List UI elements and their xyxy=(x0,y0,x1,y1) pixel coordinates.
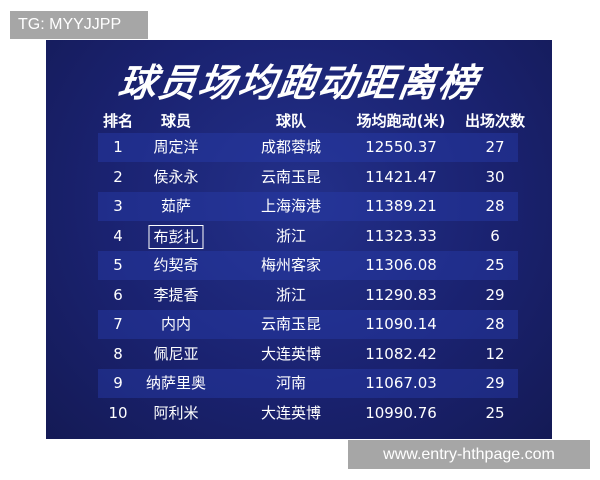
player-cell: 约契奇 xyxy=(153,256,199,274)
rank-cell: 6 xyxy=(113,285,123,304)
table-row: 1 周定洋 成都蓉城 12550.37 27 xyxy=(98,133,518,162)
player-cell: 内内 xyxy=(160,315,192,333)
rank-cell: 排名 xyxy=(102,112,134,130)
rank-cell: 2 xyxy=(113,167,123,186)
table-row: 5 约契奇 梅州客家 11306.08 25 xyxy=(98,251,518,280)
player-cell: 纳萨里奥 xyxy=(145,374,207,392)
table-row: 10 阿利米 大连英博 10990.76 25 xyxy=(98,399,518,428)
table-row: 6 李提香 浙江 11290.83 29 xyxy=(98,281,518,310)
player-cell: 阿利米 xyxy=(153,403,199,422)
rank-cell: 1 xyxy=(113,138,123,156)
appearances-cell: 29 xyxy=(485,285,505,304)
distance-cell: 11323.33 xyxy=(365,226,437,245)
team-cell: 成都蓉城 xyxy=(260,138,322,156)
player-cell: 佩尼亚 xyxy=(153,344,199,363)
rank-cell: 10 xyxy=(108,403,128,422)
highlighted-player-cell: 布彭扎 xyxy=(148,224,204,249)
player-cell: 茹萨 xyxy=(160,197,192,215)
player-cell: 球员 xyxy=(160,112,192,130)
table-row: 7 内内 云南玉昆 11090.14 28 xyxy=(98,310,518,339)
appearances-cell: 6 xyxy=(490,226,500,245)
appearances-cell: 28 xyxy=(485,197,505,215)
distance-cell: 12550.37 xyxy=(365,138,437,156)
appearances-cell: 30 xyxy=(485,167,505,186)
appearances-cell: 出场次数 xyxy=(464,112,526,130)
table-row: 3 茹萨 上海海港 11389.21 28 xyxy=(98,192,518,221)
appearances-cell: 28 xyxy=(485,315,505,333)
table-row: 2 侯永永 云南玉昆 11421.47 30 xyxy=(98,163,518,192)
team-cell: 大连英博 xyxy=(260,344,322,363)
player-cell: 李提香 xyxy=(153,285,199,304)
table-row: 9 纳萨里奥 河南 11067.03 29 xyxy=(98,369,518,398)
table-row: 8 佩尼亚 大连英博 11082.42 12 xyxy=(98,340,518,369)
team-cell: 上海海港 xyxy=(260,197,322,215)
team-cell: 河南 xyxy=(275,374,307,392)
distance-cell: 11306.08 xyxy=(365,256,437,274)
distance-cell: 11389.21 xyxy=(365,197,437,215)
table-row: 4 布彭扎 浙江 11323.33 6 xyxy=(98,222,518,251)
appearances-cell: 27 xyxy=(485,138,505,156)
distance-cell: 11067.03 xyxy=(365,374,437,392)
rank-cell: 8 xyxy=(113,344,123,363)
distance-cell: 11290.83 xyxy=(365,285,437,304)
rank-cell: 3 xyxy=(113,197,123,215)
appearances-cell: 12 xyxy=(485,344,505,363)
table-header: 排名 球员 球队 场均跑动(米) 出场次数 xyxy=(98,107,525,136)
team-cell: 云南玉昆 xyxy=(260,167,322,186)
rank-cell: 4 xyxy=(113,226,123,245)
team-cell: 球队 xyxy=(275,112,307,130)
team-cell: 浙江 xyxy=(275,226,307,245)
distance-cell: 11421.47 xyxy=(365,167,437,186)
distance-cell: 场均跑动(米) xyxy=(356,112,446,130)
page-title: 球员场均跑动距离榜 xyxy=(115,61,482,105)
team-cell: 浙江 xyxy=(275,285,307,304)
appearances-cell: 25 xyxy=(485,256,505,274)
rank-cell: 7 xyxy=(113,315,123,333)
ranking-image: 球员场均跑动距离榜 排名 球员 球队 场均跑动(米) 出场次数 1 周定洋 成都蓉城 12550… xyxy=(46,40,552,439)
appearances-cell: 29 xyxy=(485,374,505,392)
player-cell: 侯永永 xyxy=(153,167,199,186)
rank-cell: 5 xyxy=(113,256,123,274)
watermark-top: TG: MYYJJPP xyxy=(10,11,148,39)
distance-cell: 11082.42 xyxy=(365,344,437,363)
appearances-cell: 25 xyxy=(485,403,505,422)
team-cell: 云南玉昆 xyxy=(260,315,322,333)
player-cell: 周定洋 xyxy=(153,138,199,156)
distance-cell: 10990.76 xyxy=(365,403,437,422)
rank-cell: 9 xyxy=(113,374,123,392)
team-cell: 大连英博 xyxy=(260,403,322,422)
team-cell: 梅州客家 xyxy=(260,256,322,274)
watermark-bottom: www.entry-hthpage.com xyxy=(348,440,590,469)
distance-cell: 11090.14 xyxy=(365,315,437,333)
